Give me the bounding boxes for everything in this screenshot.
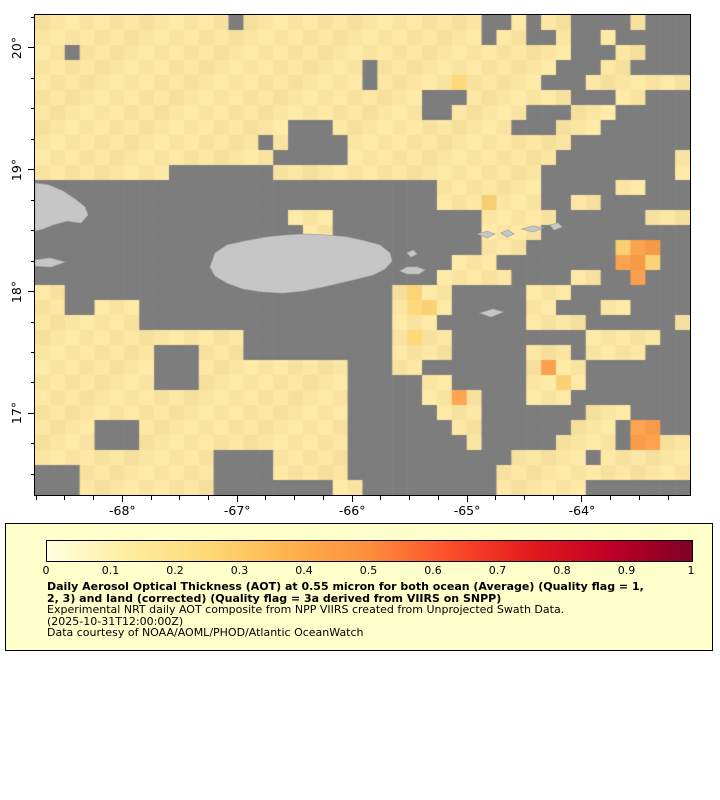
y-major-tick: [28, 291, 34, 293]
x-minor-tick: [409, 496, 411, 500]
caption-line-courtesy: Data courtesy of NOAA/AOML/PHOD/Atlantic…: [47, 626, 364, 639]
y-tick-label: 20°: [9, 36, 24, 59]
x-major-tick: [581, 496, 583, 502]
colorbar-tick-1: 1: [687, 564, 695, 577]
caption-title-line2: 2, 3) and land (corrected) (Quality flag…: [47, 591, 502, 605]
x-minor-tick: [93, 496, 95, 500]
caption: Daily Aerosol Optical Thickness (AOT) at…: [47, 581, 644, 639]
x-minor-tick: [35, 496, 37, 500]
colorbar-tick-0.3: 0.3: [230, 564, 249, 577]
colorbar: [46, 540, 693, 562]
y-minor-tick: [31, 443, 35, 445]
x-tick-label: -64°: [568, 503, 596, 518]
x-minor-tick: [179, 496, 181, 500]
land-overlay: [35, 182, 563, 318]
colorbar-tick-0.4: 0.4: [295, 564, 313, 577]
x-minor-tick: [524, 496, 526, 500]
y-minor-tick: [31, 473, 35, 475]
colorbar-tick-0.5: 0.5: [359, 564, 378, 577]
landmass-hispaniola-south-tip: [35, 257, 67, 268]
y-minor-tick: [31, 77, 35, 79]
x-minor-tick: [638, 496, 640, 500]
y-tick-label: 18°: [9, 280, 24, 303]
x-minor-tick: [64, 496, 66, 500]
x-minor-tick: [610, 496, 612, 500]
landmass-st-john: [500, 229, 515, 238]
landmass-culebra: [406, 249, 418, 258]
caption-line-timestamp: (2025-10-31T12:00:00Z): [47, 614, 184, 628]
y-major-tick: [28, 412, 34, 414]
y-major-tick: [28, 169, 34, 171]
y-minor-tick: [31, 138, 35, 140]
landmass-tortola: [520, 225, 545, 233]
x-major-tick: [466, 496, 468, 502]
x-tick-label: -66°: [338, 503, 366, 518]
x-minor-tick: [437, 496, 439, 500]
landmass-st-thomas: [476, 230, 496, 239]
caption-title-line1: Daily Aerosol Optical Thickness (AOT) at…: [47, 580, 644, 593]
y-minor-tick: [31, 321, 35, 323]
y-tick-label: 17°: [9, 402, 24, 425]
colorbar-tick-0.6: 0.6: [424, 564, 442, 577]
x-minor-tick: [208, 496, 210, 500]
x-tick-label: -68°: [108, 503, 136, 518]
caption-line-source: Experimental NRT daily AOT composite fro…: [47, 603, 565, 616]
y-minor-tick: [31, 16, 35, 18]
x-minor-tick: [265, 496, 267, 500]
y-minor-tick: [31, 382, 35, 384]
landmass-st-croix: [478, 308, 505, 318]
y-minor-tick: [31, 108, 35, 110]
x-minor-tick: [150, 496, 152, 500]
y-minor-tick: [31, 260, 35, 262]
x-tick-label: -65°: [453, 503, 481, 518]
y-minor-tick: [31, 199, 35, 201]
landmass-virgin-gorda: [549, 222, 563, 231]
landmass-vieques: [399, 266, 426, 275]
colorbar-tick-0.7: 0.7: [488, 564, 507, 577]
x-minor-tick: [495, 496, 497, 500]
x-minor-tick: [294, 496, 296, 500]
y-major-tick: [28, 47, 34, 49]
x-minor-tick: [667, 496, 669, 500]
map-frame: [34, 14, 691, 496]
x-major-tick: [351, 496, 353, 502]
x-minor-tick: [322, 496, 324, 500]
x-major-tick: [121, 496, 123, 502]
colorbar-tick-0.1: 0.1: [101, 564, 120, 577]
colorbar-tick-0.8: 0.8: [553, 564, 571, 577]
y-tick-label: 19°: [9, 158, 24, 181]
x-major-tick: [236, 496, 238, 502]
colorbar-tick-0: 0: [42, 564, 50, 577]
legend-box: 0 0.1 0.2 0.3 0.4 0.5 0.6 0.7 0.8 0.9 1 Daily Aero…: [5, 523, 713, 651]
y-minor-tick: [31, 351, 35, 353]
x-tick-label: -67°: [223, 503, 251, 518]
landmass-hispaniola-east: [35, 182, 89, 232]
x-minor-tick: [380, 496, 382, 500]
x-minor-tick: [552, 496, 554, 500]
colorbar-tick-0.9: 0.9: [617, 564, 636, 577]
landmass-puerto-rico: [209, 233, 393, 294]
y-minor-tick: [31, 230, 35, 232]
colorbar-tick-0.2: 0.2: [166, 564, 184, 577]
